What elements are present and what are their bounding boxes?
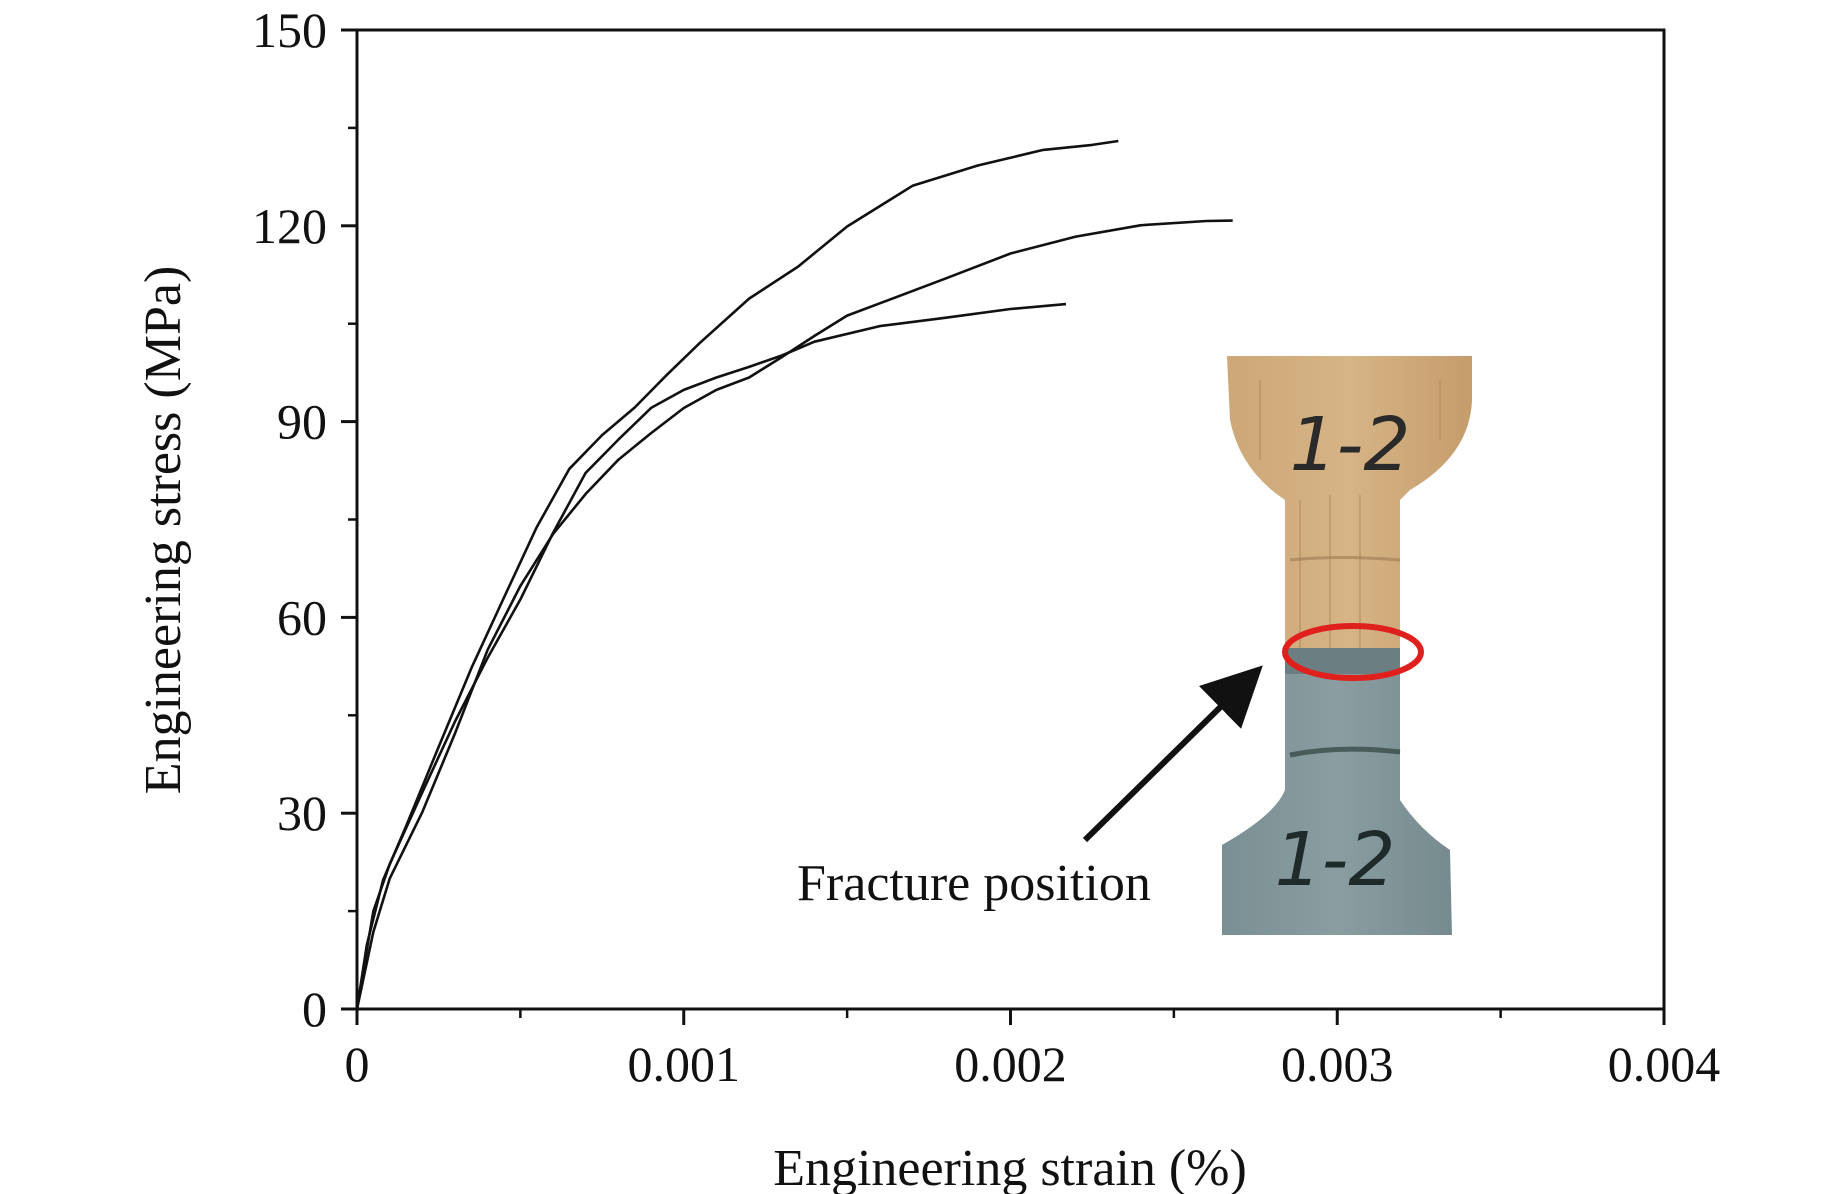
specimen-coated-part [1222, 655, 1452, 935]
x-tick-label: 0.004 [1608, 1036, 1721, 1092]
x-tick-label: 0 [345, 1036, 370, 1092]
wood-grain [1259, 380, 1441, 650]
y-tick-label: 60 [277, 589, 327, 645]
series-line-3 [355, 302, 1067, 1010]
y-tick-label: 120 [252, 198, 327, 254]
x-tick-label: 0.003 [1281, 1036, 1394, 1092]
y-tick-label: 30 [277, 785, 327, 841]
series-line-1 [355, 139, 1119, 1010]
fracture-marker [1282, 623, 1424, 681]
annotation-fracture-position: Fracture position [797, 855, 1151, 912]
y-tick-label: 0 [302, 981, 327, 1037]
tick-layer: 0 0.001 0.002 0.003 0.004 0 30 60 90 120 150 [252, 2, 1720, 1092]
specimen-label-bottom: 1-2 [1275, 817, 1396, 903]
x-tick-label: 0.001 [628, 1036, 741, 1092]
specimen-wood-part [1227, 356, 1472, 655]
wood-dash-line [1289, 556, 1401, 562]
y-tick-label: 150 [252, 2, 327, 58]
coated-dash-line [1289, 746, 1401, 758]
y-axis-title: Engineering stress (MPa) [135, 266, 192, 795]
x-tick-label: 0.002 [954, 1036, 1067, 1092]
x-axis-title: Engineering strain (%) [773, 1140, 1247, 1194]
specimen-label-top: 1-2 [1290, 402, 1411, 488]
series-layer [355, 139, 1233, 1010]
series-line-2 [355, 219, 1233, 1010]
specimen-photo: 1-2 1-2 [1082, 356, 1472, 935]
fracture-arrow [1082, 665, 1263, 843]
y-tick-label: 90 [277, 394, 327, 450]
